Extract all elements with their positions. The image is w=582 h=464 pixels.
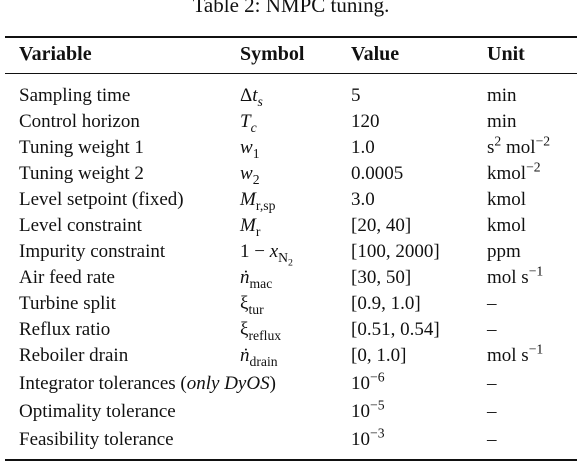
- unit-cell: kmol: [487, 189, 527, 210]
- table-row: Control horizon Tc 120 min: [0, 110, 582, 136]
- unit-cell: kmol: [487, 215, 527, 236]
- top-rule: [5, 36, 577, 38]
- table-row: Sampling time Δts 5 min: [0, 84, 582, 110]
- variable-cell: Reflux ratio: [19, 319, 111, 340]
- symbol-cell: ξtur: [240, 293, 264, 317]
- table-row: Impurity constraint 1 − xN2 [100, 2000] …: [0, 240, 582, 269]
- variable-cell: Control horizon: [19, 111, 140, 132]
- header-unit: Unit: [487, 43, 525, 65]
- variable-cell: Air feed rate: [19, 267, 115, 288]
- unit-cell: –: [487, 293, 497, 314]
- variable-cell: Feasibility tolerance: [19, 429, 174, 450]
- header-value: Value: [351, 43, 400, 65]
- value-cell: 10−5: [351, 397, 385, 422]
- value-cell: 120: [351, 111, 380, 132]
- value-cell: [0.9, 1.0]: [351, 293, 421, 314]
- unit-cell: kmol−2: [487, 159, 541, 184]
- unit-cell: min: [487, 111, 517, 132]
- value-cell: [0.51, 0.54]: [351, 319, 440, 340]
- value-cell: [0, 1.0]: [351, 345, 407, 366]
- table-row: Integrator tolerances (only DyOS) 10−6 –: [0, 369, 582, 398]
- value-cell: [100, 2000]: [351, 241, 440, 262]
- table-row: Tuning weight 1 w1 1.0 s2 mol−2: [0, 133, 582, 162]
- unit-cell: –: [487, 373, 497, 394]
- unit-cell: mol s−1: [487, 341, 544, 366]
- symbol-cell: w2: [240, 163, 260, 187]
- table-row: Reflux ratio ξreflux [0.51, 0.54] –: [0, 318, 582, 344]
- header-variable: Variable: [19, 43, 92, 65]
- unit-cell: s2 mol−2: [487, 133, 551, 158]
- symbol-cell: Tc: [240, 111, 257, 135]
- variable-cell: Tuning weight 1: [19, 137, 144, 158]
- symbol-cell: ξreflux: [240, 319, 282, 343]
- table-caption: Table 2: NMPC tuning.: [192, 0, 390, 17]
- value-cell: [30, 50]: [351, 267, 412, 288]
- symbol-cell: Mr: [240, 215, 261, 239]
- table-row: Feasibility tolerance 10−3 –: [0, 425, 582, 454]
- symbol-cell: w1: [240, 137, 260, 161]
- bottom-rule: [5, 459, 577, 461]
- table-row: Level constraint Mr [20, 40] kmol: [0, 214, 582, 240]
- value-cell: 5: [351, 85, 361, 106]
- variable-cell: Turbine split: [19, 293, 116, 314]
- symbol-cell: ṅdrain: [240, 345, 278, 369]
- table-row: Optimality tolerance 10−5 –: [0, 397, 582, 426]
- value-cell: [20, 40]: [351, 215, 412, 236]
- symbol-cell: ṅmac: [240, 267, 273, 291]
- table-row: Level setpoint (fixed) Mr,sp 3.0 kmol: [0, 188, 582, 214]
- header-symbol: Symbol: [240, 43, 305, 65]
- table-row: Air feed rate ṅmac [30, 50] mol s−1: [0, 263, 582, 292]
- variable-cell: Sampling time: [19, 85, 131, 106]
- variable-cell: Level constraint: [19, 215, 142, 236]
- variable-cell: Optimality tolerance: [19, 401, 176, 422]
- value-cell: 1.0: [351, 137, 375, 158]
- variable-cell: Impurity constraint: [19, 241, 166, 262]
- unit-cell: –: [487, 319, 497, 340]
- variable-cell: Reboiler drain: [19, 345, 129, 366]
- variable-cell: Tuning weight 2: [19, 163, 144, 184]
- unit-cell: –: [487, 401, 497, 422]
- unit-cell: ppm: [487, 241, 521, 262]
- value-cell: 3.0: [351, 189, 375, 210]
- unit-cell: –: [487, 429, 497, 450]
- value-cell: 0.0005: [351, 163, 404, 184]
- value-cell: 10−6: [351, 369, 385, 394]
- symbol-cell: 1 − xN2: [240, 241, 293, 269]
- variable-cell: Level setpoint (fixed): [19, 189, 184, 210]
- variable-cell: Integrator tolerances (only DyOS): [19, 373, 276, 394]
- unit-cell: mol s−1: [487, 263, 544, 288]
- header-rule: [5, 73, 577, 74]
- symbol-cell: Δts: [240, 85, 263, 109]
- table-row: Tuning weight 2 w2 0.0005 kmol−2: [0, 159, 582, 188]
- table-row: Reboiler drain ṅdrain [0, 1.0] mol s−1: [0, 341, 582, 370]
- symbol-cell: Mr,sp: [240, 189, 276, 213]
- unit-cell: min: [487, 85, 517, 106]
- table-row: Turbine split ξtur [0.9, 1.0] –: [0, 292, 582, 318]
- value-cell: 10−3: [351, 425, 385, 450]
